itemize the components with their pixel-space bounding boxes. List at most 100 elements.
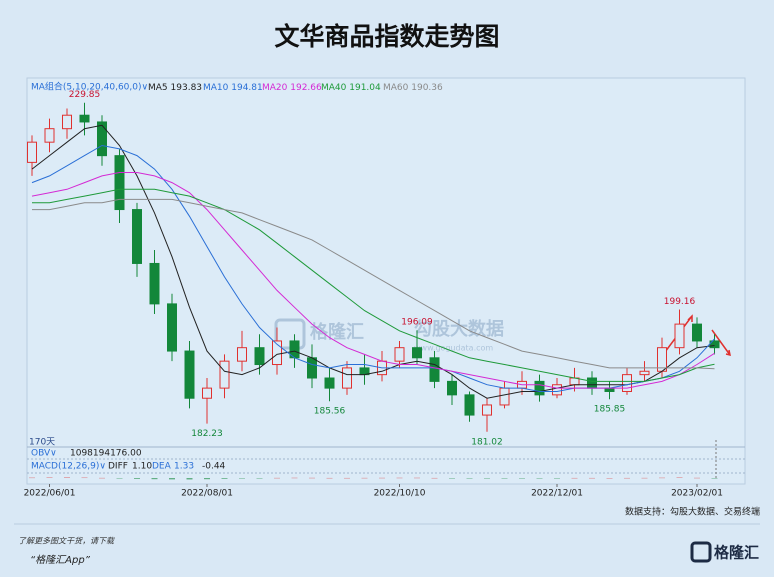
macd-bar <box>449 478 455 479</box>
candle-body <box>97 121 107 157</box>
chart-title: 文华商品指数走势图 <box>274 22 499 51</box>
macd-dea-name: DEA <box>152 462 172 472</box>
legend-value: 194.81 <box>231 83 263 93</box>
candle-body <box>184 350 195 399</box>
macd-value: -0.44 <box>202 462 226 472</box>
macd-bar <box>519 478 525 479</box>
watermark-text: 格隆汇 <box>310 321 364 343</box>
legend-name: MA10 <box>203 83 229 93</box>
macd-bar <box>169 478 175 480</box>
macd-bar <box>554 478 560 479</box>
x-tick-label: 2022/10/10 <box>374 489 426 499</box>
macd-dea-value: 1.33 <box>174 462 194 472</box>
macd-bar <box>501 478 508 479</box>
macd-bar <box>676 477 683 478</box>
candle-body <box>324 377 335 389</box>
extreme-label: 181.02 <box>471 437 503 447</box>
extreme-label: 196.09 <box>401 318 433 328</box>
macd-bar <box>326 477 333 479</box>
candle-body <box>79 114 90 123</box>
watermark-text: 勾股大数据 <box>414 318 504 340</box>
ma-line <box>32 198 715 370</box>
indicator-label: MA组合(5,10,20,40,60,0)∨ <box>31 81 148 93</box>
candle-body <box>604 387 615 392</box>
macd-bar <box>81 477 88 479</box>
candle-body <box>114 155 125 211</box>
macd-bar <box>291 477 298 479</box>
macd-bar <box>99 477 105 479</box>
candle-body <box>674 323 685 349</box>
legend-value: 191.04 <box>349 83 381 93</box>
legend-entry: MA60 190.36 <box>383 83 443 93</box>
candle-body <box>44 128 55 143</box>
candle-body <box>62 114 72 130</box>
candle-body <box>482 404 492 416</box>
macd-bar <box>711 478 718 479</box>
macd-bar <box>431 477 438 479</box>
macd-bar <box>29 477 35 479</box>
macd-bar <box>659 477 665 479</box>
macd-bar <box>256 478 263 479</box>
macd-bar <box>151 478 158 480</box>
x-tick-label: 2022/08/01 <box>181 489 233 499</box>
candle-body <box>394 347 405 362</box>
legend-entry: MA10 194.81 <box>203 83 263 93</box>
ma-line <box>31 172 715 389</box>
legend-entry: MA5 193.83 <box>148 83 202 93</box>
macd-bar <box>694 477 700 479</box>
candle-body <box>412 347 422 359</box>
candle-body <box>429 357 440 382</box>
macd-bar <box>606 478 613 479</box>
span-label: 170天 <box>29 438 55 448</box>
ma-line <box>31 124 715 399</box>
legend-name: MA60 <box>383 83 409 93</box>
macd-diff-value: 1.10 <box>132 462 152 472</box>
x-tick-label: 2022/06/01 <box>24 489 76 499</box>
macd-bar <box>624 477 630 479</box>
candle-body <box>464 394 475 416</box>
candle-body <box>27 141 37 163</box>
macd-bar <box>221 478 228 479</box>
candle-body <box>307 357 317 379</box>
candle-body <box>219 360 230 389</box>
legend-entry: MA40 191.04 <box>321 83 381 93</box>
promo-text: 了解更多图文干货，请下载 <box>18 537 115 546</box>
macd-bar <box>571 477 578 479</box>
macd-bar <box>361 477 368 479</box>
macd-bar <box>46 477 53 478</box>
candle-body <box>272 340 282 366</box>
obv-value: 1098194176.00 <box>70 449 142 459</box>
candle-body <box>499 387 510 406</box>
obv-label: OBV∨ <box>31 449 57 459</box>
source: 数据支持：勾股大数据、交易终端 <box>625 506 760 518</box>
x-tick-label: 2023/02/01 <box>671 489 723 499</box>
legend-name: MA20 <box>262 83 288 93</box>
macd-bar <box>239 478 245 479</box>
macd-diff-name: DIFF <box>108 462 128 472</box>
macd-bar <box>396 477 403 479</box>
macd-bar <box>309 477 315 479</box>
plot-panel <box>26 77 746 485</box>
watermark-text: www.gogudata.com <box>414 344 493 353</box>
candle-body <box>587 377 597 389</box>
candle-body <box>237 347 247 362</box>
extreme-label: 185.56 <box>314 407 346 417</box>
x-tick-label: 2022/12/01 <box>531 489 583 499</box>
candle-body <box>534 380 545 396</box>
extreme-label: 199.16 <box>664 297 696 307</box>
candle-body <box>342 367 352 389</box>
candle-body <box>149 262 160 305</box>
extreme-label: 182.23 <box>191 429 223 439</box>
candle-body <box>132 209 142 264</box>
promo-app: “格隆汇App” <box>30 554 91 566</box>
candle-body <box>167 303 177 352</box>
macd-bar <box>116 478 123 479</box>
candle-body <box>447 380 457 396</box>
legend-name: MA40 <box>321 83 347 93</box>
ma-line <box>32 188 715 382</box>
macd-bar <box>204 478 210 480</box>
macd-bar <box>484 478 490 479</box>
candle-body <box>639 370 650 376</box>
extreme-label: 185.85 <box>594 405 626 415</box>
